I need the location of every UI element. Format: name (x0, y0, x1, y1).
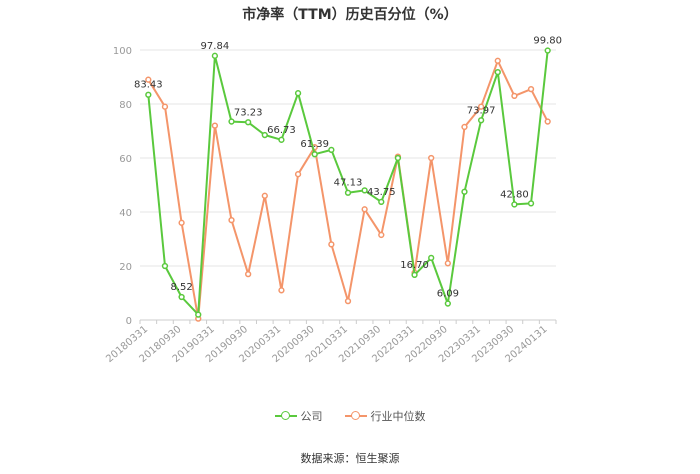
legend-item-company[interactable]: 公司 (274, 408, 323, 424)
data-point-company (211, 52, 219, 59)
data-point-company (428, 254, 435, 262)
data-point-company (261, 131, 268, 139)
data-point-industry-median (178, 219, 185, 226)
data-point-company (161, 262, 169, 270)
data-label: 43.75 (367, 187, 396, 198)
data-point-company (527, 200, 535, 207)
data-label: 8.52 (170, 282, 192, 293)
data-point-company (278, 136, 285, 143)
data-point-industry-median (527, 86, 535, 93)
legend-label-industry-median: 行业中位数 (370, 410, 426, 423)
data-point-company (294, 90, 302, 97)
data-label: 6.09 (437, 289, 459, 300)
data-point-industry-median (245, 270, 252, 278)
data-point-industry-median (444, 260, 451, 267)
data-point-industry-median (145, 76, 152, 83)
y-tick-label: 0 (126, 316, 132, 327)
data-point-industry-median (544, 118, 551, 125)
data-point-industry-median (378, 231, 385, 239)
data-label: 47.13 (334, 178, 363, 189)
data-point-industry-median (278, 287, 285, 294)
data-point-industry-median (211, 122, 219, 129)
data-label: 73.23 (234, 107, 263, 118)
data-point-industry-median (461, 123, 468, 131)
legend-item-industry-median[interactable]: 行业中位数 (344, 408, 426, 424)
data-point-company (328, 146, 335, 154)
data-point-industry-median (511, 92, 518, 100)
data-label: 99.80 (533, 36, 562, 47)
data-label: 73.97 (467, 105, 496, 116)
data-point-company (178, 293, 185, 301)
legend-swatch-company (274, 411, 297, 421)
y-tick-label: 100 (113, 46, 132, 57)
data-point-industry-median (261, 192, 268, 199)
y-tick-label: 60 (119, 154, 132, 165)
data-point-industry-median (344, 297, 352, 305)
data-point-company (477, 117, 485, 124)
data-point-company (511, 201, 518, 208)
data-point-industry-median (494, 57, 501, 64)
data-point-company (344, 189, 352, 196)
data-point-company (544, 47, 551, 54)
data-point-industry-median (361, 206, 368, 213)
data-point-industry-median (228, 216, 235, 224)
data-point-company (461, 188, 468, 195)
data-point-company (245, 119, 252, 126)
data-point-company (361, 187, 368, 194)
data-point-industry-median (328, 241, 335, 248)
data-point-company (195, 311, 202, 318)
y-tick-label: 20 (119, 262, 132, 273)
data-label: 97.84 (201, 41, 230, 52)
legend-swatch-industry-median (344, 411, 367, 421)
data-point-company (411, 271, 418, 279)
data-point-company (444, 300, 451, 307)
chart-title: 市净率（TTM）历史百分位（%） (242, 7, 458, 23)
data-label: 61.39 (300, 139, 329, 150)
data-point-company (378, 198, 385, 206)
y-tick-label: 40 (119, 208, 132, 219)
data-point-company (145, 91, 152, 98)
data-source: 数据来源：恒生聚源 (300, 452, 400, 465)
data-label: 16.70 (400, 260, 429, 271)
data-point-industry-median (294, 171, 302, 178)
data-point-company (394, 154, 402, 162)
data-label: 83.43 (134, 80, 163, 91)
legend-label-company: 公司 (300, 410, 323, 423)
data-point-industry-median (477, 103, 485, 110)
data-point-company (311, 151, 318, 158)
data-point-company (494, 68, 501, 76)
data-point-industry-median (428, 154, 435, 162)
data-point-industry-median (161, 103, 169, 110)
legend: 公司 行业中位数 (0, 408, 700, 424)
data-label: 66.73 (267, 125, 296, 136)
data-label: 42.80 (500, 189, 529, 200)
data-point-company (228, 118, 235, 125)
y-tick-label: 80 (119, 100, 132, 111)
